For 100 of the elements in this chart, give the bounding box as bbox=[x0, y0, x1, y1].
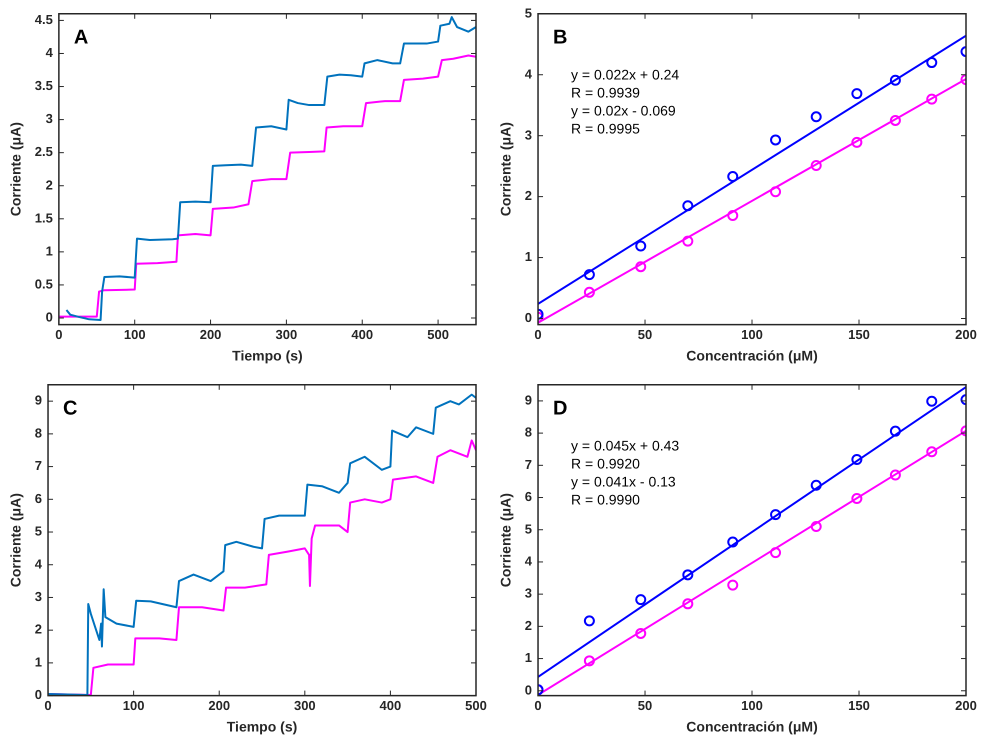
point bbox=[682, 598, 694, 610]
x-axis-title: Tiempo (s) bbox=[232, 347, 303, 364]
y-tick-label: 0 bbox=[34, 687, 42, 702]
point bbox=[635, 261, 646, 272]
y-tick-label: 5 bbox=[524, 521, 532, 536]
point bbox=[584, 655, 595, 666]
point bbox=[770, 186, 782, 198]
x-tick-label: 400 bbox=[351, 326, 374, 342]
y-tick-label: 5 bbox=[34, 524, 42, 539]
annotation: y = 0.02x - 0.069 bbox=[571, 102, 676, 119]
point bbox=[635, 240, 646, 252]
point bbox=[584, 615, 595, 626]
y-tick-label: 4 bbox=[46, 45, 54, 60]
x-tick-label: 500 bbox=[427, 326, 449, 342]
x-tick-label: 50 bbox=[638, 698, 652, 713]
annotation: A bbox=[74, 26, 88, 48]
point bbox=[926, 446, 938, 458]
point bbox=[770, 509, 782, 520]
point bbox=[770, 134, 782, 146]
y-tick-label: 3 bbox=[524, 127, 532, 142]
point bbox=[727, 210, 738, 222]
point bbox=[682, 236, 694, 247]
x-tick-label: 150 bbox=[848, 326, 870, 342]
y-tick-label: 1.5 bbox=[34, 210, 53, 226]
annotation: R = 0.9939 bbox=[571, 84, 640, 101]
point bbox=[635, 594, 646, 606]
point bbox=[890, 426, 901, 437]
y-axis-title: Corriente (μA) bbox=[497, 122, 514, 216]
point bbox=[635, 628, 646, 639]
point bbox=[851, 88, 862, 100]
point bbox=[926, 396, 938, 407]
y-tick-label: 8 bbox=[34, 425, 42, 440]
y-tick-label: 9 bbox=[524, 392, 532, 408]
y-tick-label: 4.5 bbox=[34, 12, 53, 27]
y-tick-label: 0 bbox=[46, 310, 53, 325]
y-axis-title: Corriente (μA) bbox=[7, 122, 24, 216]
point bbox=[584, 286, 595, 298]
y-tick-label: 2 bbox=[46, 177, 53, 192]
x-tick-label: 0 bbox=[55, 326, 62, 342]
x-tick-label: 400 bbox=[380, 698, 402, 713]
x-tick-label: 100 bbox=[741, 326, 763, 342]
x-tick-label: 200 bbox=[200, 326, 222, 342]
annotation: R = 0.9995 bbox=[571, 120, 640, 137]
y-tick-label: 0 bbox=[524, 682, 532, 698]
point bbox=[890, 469, 901, 480]
y-tick-label: 2 bbox=[34, 622, 42, 637]
annotation: R = 0.9920 bbox=[571, 456, 640, 472]
x-tick-label: 200 bbox=[955, 698, 977, 713]
point bbox=[810, 111, 822, 122]
y-tick-label: 5 bbox=[524, 5, 532, 20]
annotation: C bbox=[63, 397, 78, 420]
x-tick-label: 200 bbox=[955, 326, 977, 342]
point bbox=[682, 200, 694, 212]
y-tick-label: 4 bbox=[524, 554, 533, 569]
x-tick-label: 100 bbox=[122, 698, 144, 713]
y-tick-label: 1 bbox=[524, 249, 532, 264]
point bbox=[727, 536, 738, 548]
y-tick-label: 4 bbox=[524, 66, 533, 82]
y-tick-label: 4 bbox=[34, 556, 43, 572]
point bbox=[890, 114, 901, 126]
point bbox=[926, 94, 938, 105]
annotation: y = 0.045x + 0.43 bbox=[571, 438, 680, 454]
y-tick-label: 3 bbox=[524, 586, 532, 601]
y-tick-label: 2 bbox=[524, 618, 532, 633]
y-tick-label: 3 bbox=[46, 111, 53, 126]
point bbox=[851, 454, 862, 466]
annotation: D bbox=[553, 397, 568, 420]
annotation: y = 0.041x - 0.13 bbox=[571, 474, 676, 490]
x-tick-label: 50 bbox=[638, 326, 652, 342]
y-axis-title: Corriente (μA) bbox=[7, 493, 24, 588]
point bbox=[810, 521, 822, 532]
x-tick-label: 100 bbox=[741, 698, 763, 713]
y-tick-label: 6 bbox=[524, 489, 532, 504]
x-tick-label: 500 bbox=[465, 698, 487, 713]
point bbox=[727, 580, 738, 591]
point bbox=[890, 74, 901, 86]
annotation: y = 0.022x + 0.24 bbox=[571, 66, 680, 83]
y-tick-label: 1 bbox=[46, 243, 53, 258]
y-tick-label: 7 bbox=[34, 458, 42, 474]
x-tick-label: 200 bbox=[208, 698, 230, 713]
y-tick-label: 8 bbox=[524, 424, 532, 440]
y-tick-label: 3 bbox=[34, 589, 42, 604]
x-tick-label: 150 bbox=[848, 698, 870, 713]
y-tick-label: 2 bbox=[524, 188, 532, 204]
y-tick-label: 7 bbox=[524, 456, 532, 472]
x-axis-title: Concentración (μM) bbox=[686, 347, 818, 364]
y-tick-label: 1 bbox=[34, 654, 42, 670]
point bbox=[810, 480, 822, 491]
x-axis-title: Tiempo (s) bbox=[226, 718, 298, 734]
point bbox=[810, 160, 822, 172]
point bbox=[682, 569, 694, 580]
y-tick-label: 2.5 bbox=[34, 144, 53, 160]
point bbox=[926, 57, 938, 68]
point bbox=[770, 547, 782, 558]
y-tick-label: 0 bbox=[524, 310, 532, 326]
y-axis-title: Corriente (μA) bbox=[497, 493, 514, 588]
point bbox=[584, 269, 595, 280]
annotation: R = 0.9990 bbox=[571, 492, 640, 508]
y-tick-label: 0.5 bbox=[34, 276, 53, 292]
y-tick-label: 6 bbox=[34, 490, 42, 506]
